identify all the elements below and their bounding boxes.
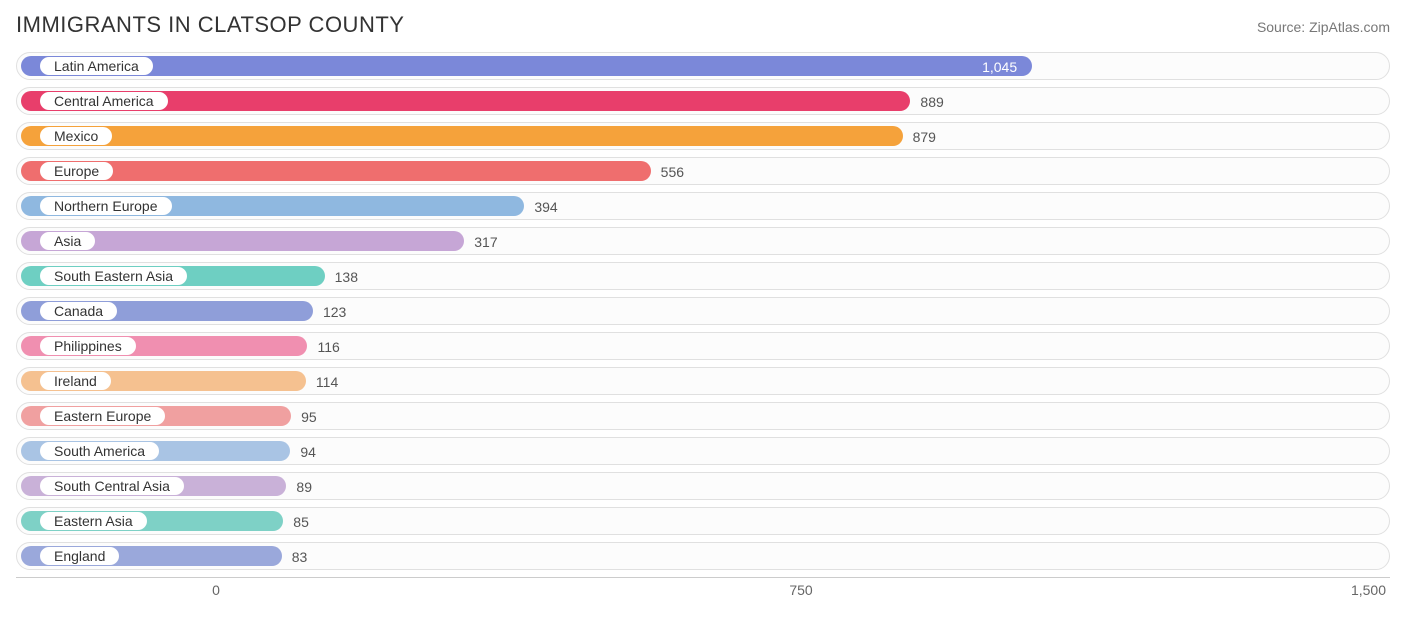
bar-value-label: 556 xyxy=(661,158,684,186)
bar-row: Asia 317 xyxy=(16,227,1390,255)
bar-row: Latin America 1,045 xyxy=(16,52,1390,80)
x-axis-tick: 1,500 xyxy=(1351,582,1386,598)
bar-row: Philippines 116 xyxy=(16,332,1390,360)
bar-value-label: 94 xyxy=(300,438,316,466)
bar-value-label: 83 xyxy=(292,543,308,571)
bar-category-label: South Eastern Asia xyxy=(39,266,188,286)
bar-value-label: 116 xyxy=(317,333,339,361)
bar-row: Eastern Asia 85 xyxy=(16,507,1390,535)
bar-value-label: 123 xyxy=(323,298,346,326)
bar-value-label: 114 xyxy=(316,368,338,396)
bar-value-label: 85 xyxy=(293,508,309,536)
bar-row: South America 94 xyxy=(16,437,1390,465)
bar-fill xyxy=(21,161,651,181)
bar-category-label: Eastern Europe xyxy=(39,406,166,426)
x-axis-tick: 750 xyxy=(789,582,812,598)
bar-row: Canada 123 xyxy=(16,297,1390,325)
bar-category-label: Mexico xyxy=(39,126,113,146)
bar-category-label: England xyxy=(39,546,120,566)
bar-value-label: 879 xyxy=(913,123,936,151)
bar-value-label: 138 xyxy=(335,263,358,291)
bar-value-label: 89 xyxy=(296,473,312,501)
bar-category-label: Canada xyxy=(39,301,118,321)
bar-category-label: Philippines xyxy=(39,336,137,356)
chart-header: IMMIGRANTS IN CLATSOP COUNTY Source: Zip… xyxy=(16,12,1390,38)
bar-row: South Eastern Asia 138 xyxy=(16,262,1390,290)
bar-value-label: 889 xyxy=(920,88,943,116)
bar-category-label: South Central Asia xyxy=(39,476,185,496)
bar-value-label: 317 xyxy=(474,228,497,256)
bar-fill xyxy=(21,56,1032,76)
bar-row: Europe 556 xyxy=(16,157,1390,185)
bar-value-label: 394 xyxy=(534,193,557,221)
bar-category-label: Northern Europe xyxy=(39,196,173,216)
chart-plot-area: Latin America 1,045 Central America 889 Mexi… xyxy=(16,52,1390,601)
bar-category-label: Europe xyxy=(39,161,114,181)
bar-row: England 83 xyxy=(16,542,1390,570)
bar-category-label: Asia xyxy=(39,231,96,251)
bar-row: Northern Europe 394 xyxy=(16,192,1390,220)
bar-row: Central America 889 xyxy=(16,87,1390,115)
bar-category-label: South America xyxy=(39,441,160,461)
bar-row: Eastern Europe 95 xyxy=(16,402,1390,430)
bar-category-label: Latin America xyxy=(39,56,154,76)
x-axis-tick: 0 xyxy=(212,582,220,598)
bar-value-label: 1,045 xyxy=(982,53,1017,81)
chart-source: Source: ZipAtlas.com xyxy=(1257,19,1390,35)
bar-row: Ireland 114 xyxy=(16,367,1390,395)
x-axis: 0 750 1,500 xyxy=(16,577,1390,601)
bar-category-label: Central America xyxy=(39,91,169,111)
bar-fill xyxy=(21,126,903,146)
bar-category-label: Eastern Asia xyxy=(39,511,148,531)
chart-title: IMMIGRANTS IN CLATSOP COUNTY xyxy=(16,12,404,38)
bar-value-label: 95 xyxy=(301,403,317,431)
bar-row: Mexico 879 xyxy=(16,122,1390,150)
bar-category-label: Ireland xyxy=(39,371,112,391)
bar-row: South Central Asia 89 xyxy=(16,472,1390,500)
